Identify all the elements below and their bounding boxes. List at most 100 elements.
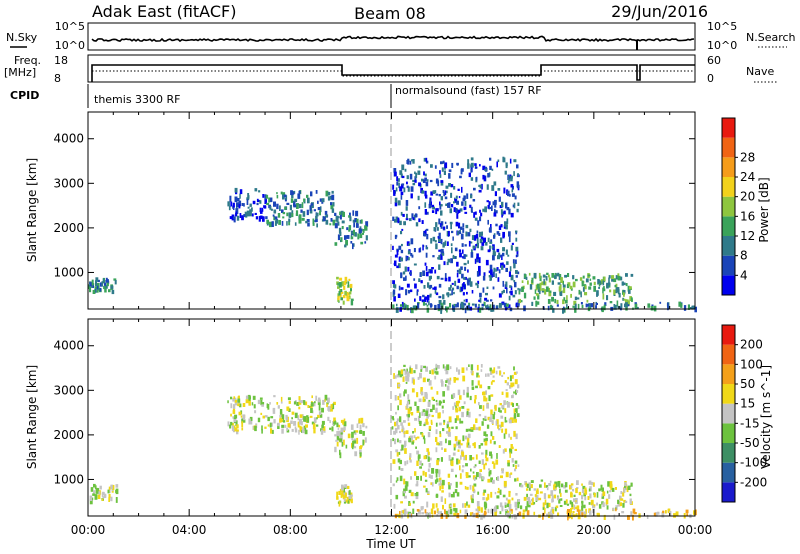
velocity-cell (396, 477, 399, 481)
power-cell (435, 178, 439, 184)
velocity-cell (533, 488, 537, 491)
power-cell (407, 186, 410, 192)
velocity-cell (403, 491, 406, 494)
power-cell (518, 298, 521, 304)
power-cell (231, 214, 235, 221)
velocity-cell (430, 482, 433, 485)
power-cell (498, 233, 501, 236)
velocity-cell (423, 485, 426, 488)
velocity-cell (227, 421, 230, 427)
power-cell (492, 249, 496, 253)
power-cell (307, 197, 310, 204)
power-cell (411, 254, 414, 258)
velocity-cell (507, 510, 510, 514)
power-cell (364, 241, 367, 244)
velocity-cell (359, 430, 363, 434)
power-cell (401, 183, 405, 186)
velocity-cell (392, 418, 395, 421)
power-cell (246, 197, 250, 201)
power-cell (505, 249, 508, 255)
velocity-cell (302, 414, 304, 421)
velocity-cell (232, 410, 236, 414)
velocity-cell (472, 513, 476, 518)
velocity-cell (442, 428, 445, 432)
velocity-cell (441, 490, 444, 493)
velocity-cell (489, 367, 492, 372)
power-cell (432, 236, 436, 242)
velocity-cell (416, 436, 420, 439)
velocity-cell (485, 373, 487, 377)
power-cell (501, 290, 504, 295)
power-cell (432, 206, 435, 210)
power-cell (680, 303, 683, 308)
velocity-cell (400, 468, 404, 471)
power-cell (410, 307, 414, 314)
velocity-cell (573, 498, 576, 502)
power-cell (341, 226, 344, 230)
velocity-cell (399, 371, 402, 378)
power-cell (455, 221, 459, 227)
power-cell (516, 208, 519, 213)
power-cell (424, 190, 427, 197)
velocity-cell (327, 397, 330, 403)
velocity-cell (403, 364, 406, 367)
velocity-cell (428, 474, 431, 479)
velocity-cell (416, 450, 420, 455)
power-cell (260, 215, 263, 220)
power-cell (544, 289, 547, 295)
power-cell (406, 241, 410, 246)
velocity-cell (394, 427, 398, 434)
power-cell (615, 283, 618, 289)
velocity-cell (433, 368, 436, 372)
velocity-cell (487, 493, 490, 500)
power-cell (616, 287, 619, 292)
velocity-cell (103, 493, 107, 498)
velocity-cell (310, 402, 314, 407)
velocity-cell (517, 502, 520, 509)
velocity-cell (423, 438, 426, 444)
velocity-cell (305, 424, 308, 428)
power-cell (446, 292, 448, 296)
power-cell (548, 291, 552, 297)
velocity-cell (423, 423, 426, 427)
power-cell (228, 206, 231, 211)
power-cell (271, 221, 274, 227)
velocity-cell (316, 417, 318, 420)
power-cell (515, 302, 518, 308)
power-cell (289, 204, 292, 211)
velocity-cell (592, 505, 596, 509)
velocity-cell (508, 503, 512, 510)
velocity-cell (431, 414, 434, 418)
power-cell (475, 233, 479, 239)
velocity-cell (589, 510, 592, 515)
power-cell (453, 291, 455, 295)
velocity-cell (441, 483, 444, 490)
velocity-cell (234, 414, 238, 419)
velocity-cell (483, 431, 487, 436)
power-cell (400, 304, 403, 307)
power-cell (452, 236, 454, 241)
velocity-cell (420, 369, 423, 372)
power-cell (246, 199, 249, 205)
power-cell (365, 235, 368, 241)
power-cell (500, 237, 503, 243)
power-cell (286, 212, 289, 217)
power-cell (584, 292, 588, 296)
velocity-cell (602, 502, 605, 508)
velocity-cell (566, 503, 569, 506)
power-cell (424, 173, 427, 177)
velocity-cell (315, 395, 318, 401)
power-colorbar-swatch (722, 157, 735, 177)
velocity-cell (466, 408, 470, 411)
power-cell (548, 274, 550, 278)
power-cell (101, 281, 103, 287)
velocity-cell (408, 489, 412, 493)
velocity-cell (415, 364, 418, 370)
power-cell (489, 157, 492, 161)
power-cell (463, 284, 466, 290)
power-cell (474, 258, 477, 264)
velocity-cell (500, 421, 504, 427)
velocity-cell (317, 414, 320, 418)
velocity-cell (576, 480, 579, 485)
power-cell (418, 218, 421, 223)
